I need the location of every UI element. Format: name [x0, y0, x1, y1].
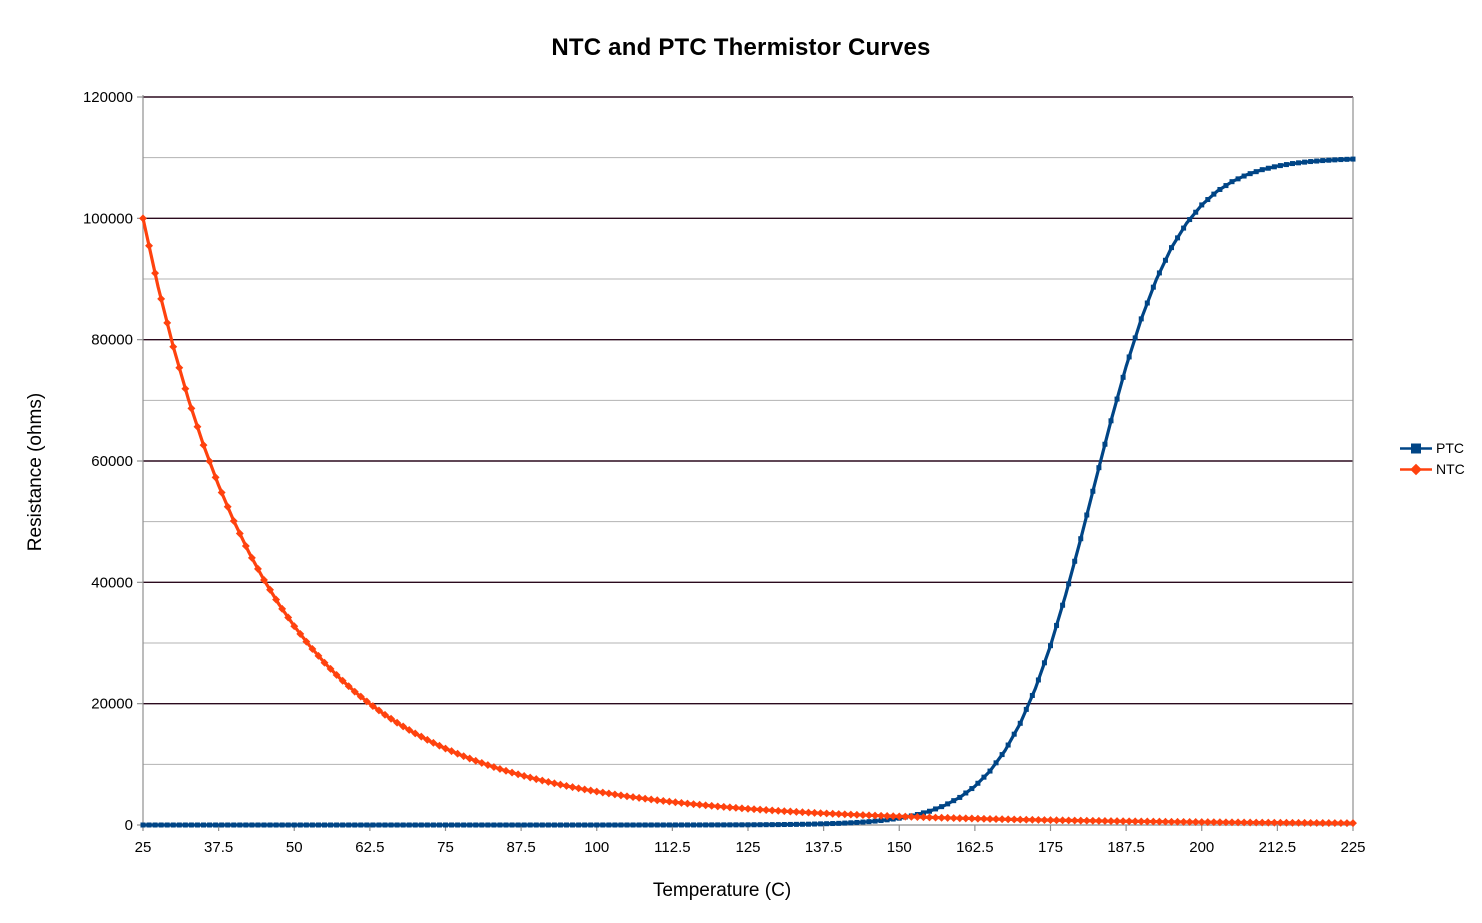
x-tick-label: 25 [135, 839, 152, 856]
y-tick-label: 40000 [91, 574, 133, 591]
legend-item-ntc: NTC [1399, 462, 1465, 476]
x-tick-label: 37.5 [204, 839, 233, 856]
x-tick-label: 125 [735, 839, 760, 856]
y-tick-label: 0 [125, 817, 133, 834]
x-tick-label: 212.5 [1259, 839, 1297, 856]
x-tick-label: 150 [887, 839, 912, 856]
x-tick-label: 200 [1189, 839, 1214, 856]
ptc-legend-marker [1400, 443, 1432, 453]
chart-title: NTC and PTC Thermistor Curves [551, 34, 931, 61]
y-tick-label: 60000 [91, 453, 133, 470]
x-tick-label: 162.5 [956, 839, 994, 856]
x-tick-label: 137.5 [805, 839, 843, 856]
x-tick-label: 175 [1038, 839, 1063, 856]
ntc-legend-marker [1400, 463, 1432, 475]
ptc-markers [140, 156, 1356, 828]
x-tick-label: 100 [584, 839, 609, 856]
x-axis-title: Temperature (C) [652, 880, 792, 901]
y-tick-label: 100000 [83, 210, 133, 227]
x-tick-label: 50 [286, 839, 303, 856]
x-tick-label: 187.5 [1107, 839, 1145, 856]
legend-label-ntc: NTC [1436, 461, 1465, 477]
x-tick-label: 225 [1340, 839, 1365, 856]
legend-item-ptc: PTC [1399, 441, 1465, 455]
y-tick-label: 80000 [91, 332, 133, 349]
x-tick-label: 75 [437, 839, 454, 856]
ntc-markers [139, 214, 1357, 828]
legend: PTC NTC [1399, 441, 1465, 476]
y-tick-label: 20000 [91, 696, 133, 713]
ntc-curve [141, 216, 1355, 825]
ptc-curve [141, 157, 1355, 827]
x-tick-label: 87.5 [507, 839, 536, 856]
x-tick-label: 62.5 [355, 839, 384, 856]
legend-label-ptc: PTC [1436, 440, 1464, 456]
x-tick-label: 112.5 [654, 839, 690, 856]
y-tick-label: 120000 [83, 89, 133, 106]
